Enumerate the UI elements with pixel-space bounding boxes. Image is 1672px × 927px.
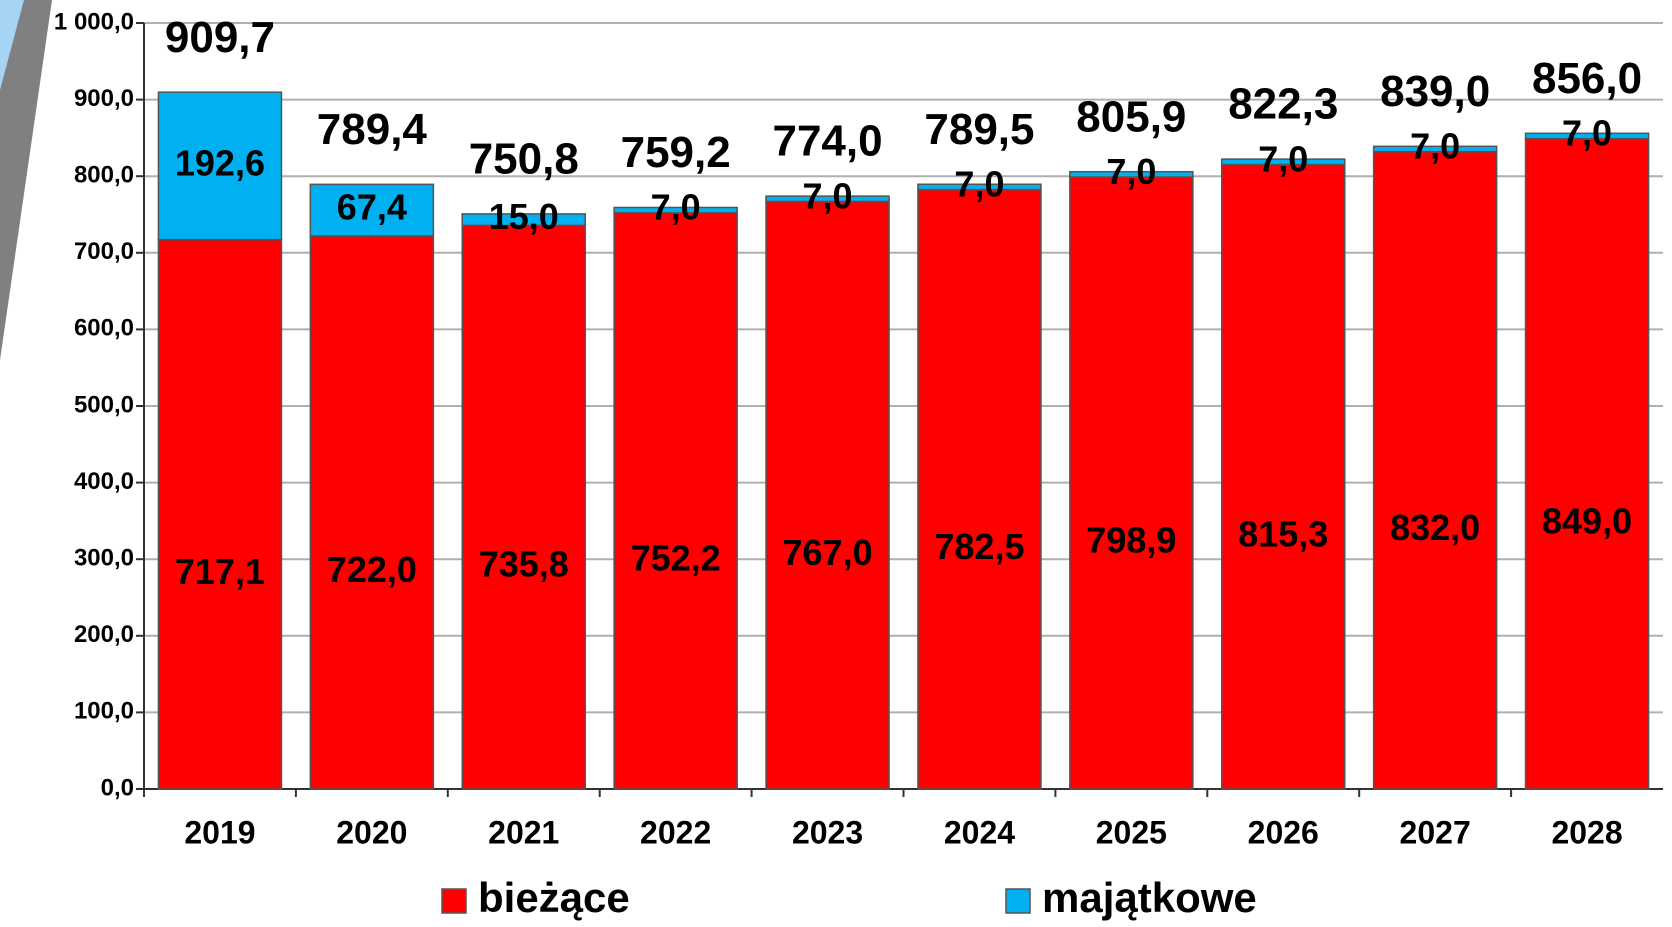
- total-label: 839,0: [1380, 67, 1490, 116]
- x-tick-label: 2026: [1248, 814, 1319, 850]
- legend-swatch: [441, 888, 467, 914]
- bar-segment: [1372, 150, 1498, 790]
- total-label: 774,0: [772, 117, 882, 166]
- data-label: 798,9: [1086, 520, 1176, 561]
- total-label: 759,2: [621, 128, 731, 177]
- data-label: 7,0: [1106, 151, 1156, 192]
- y-tick-label: 0,0: [101, 774, 134, 801]
- data-label: 192,6: [175, 142, 265, 183]
- total-label: 856,0: [1532, 54, 1642, 103]
- y-tick-label: 700,0: [74, 238, 134, 265]
- bar-segment: [461, 224, 587, 790]
- y-tick-label: 800,0: [74, 162, 134, 189]
- bar-segment: [765, 200, 890, 790]
- y-tick-label: 900,0: [74, 85, 134, 112]
- data-label: 67,4: [337, 187, 407, 228]
- data-label: 7,0: [954, 163, 1004, 204]
- y-tick-label: 1 000,0: [54, 8, 134, 35]
- total-label: 822,3: [1228, 80, 1338, 129]
- bar-segment: [1524, 137, 1650, 790]
- decoration: [0, 0, 52, 360]
- bar-segment: [157, 91, 283, 241]
- bar-segment: [613, 212, 738, 790]
- bar-segment: [1524, 132, 1650, 140]
- data-label: 767,0: [783, 532, 873, 573]
- bar-segment: [917, 188, 1042, 790]
- total-label: 789,5: [924, 105, 1034, 154]
- bar-segment: [309, 235, 435, 790]
- bar-segment: [461, 213, 587, 227]
- x-tick-label: 2020: [336, 814, 407, 850]
- legend-label: majątkowe: [1042, 874, 1257, 921]
- decoration: [0, 0, 24, 90]
- y-tick-label: 400,0: [74, 468, 134, 495]
- bar-segment: [1069, 170, 1194, 178]
- y-tick-label: 500,0: [74, 391, 134, 418]
- bar-segment: [917, 183, 1042, 191]
- total-label: 789,4: [317, 105, 428, 154]
- bar-segment: [765, 195, 890, 203]
- y-tick-label: 100,0: [74, 698, 134, 725]
- total-label: 909,7: [165, 13, 275, 62]
- x-tick-label: 2019: [184, 814, 255, 850]
- data-label: 7,0: [1258, 138, 1308, 179]
- x-tick-label: 2023: [792, 814, 863, 850]
- x-tick-label: 2025: [1096, 814, 1167, 850]
- data-label: 832,0: [1390, 507, 1480, 548]
- y-tick-label: 600,0: [74, 315, 134, 342]
- legend-label: bieżące: [478, 874, 630, 921]
- data-label: 7,0: [651, 187, 701, 228]
- bar-segment: [1220, 163, 1346, 790]
- y-tick-label: 200,0: [74, 621, 134, 648]
- total-label: 750,8: [469, 135, 579, 184]
- x-tick-label: 2021: [488, 814, 559, 850]
- data-label: 15,0: [489, 196, 559, 237]
- x-tick-label: 2028: [1551, 814, 1622, 850]
- x-tick-label: 2022: [640, 814, 711, 850]
- bar-segment: [1069, 176, 1194, 790]
- bar-segment: [613, 206, 738, 214]
- data-label: 782,5: [934, 526, 1024, 567]
- bar-segment: [1372, 145, 1498, 153]
- data-label: 815,3: [1238, 513, 1328, 554]
- total-label: 805,9: [1076, 92, 1186, 141]
- data-label: 7,0: [1562, 113, 1612, 154]
- data-label: 7,0: [1410, 126, 1460, 167]
- data-label: 722,0: [327, 549, 417, 590]
- data-label: 849,0: [1542, 500, 1632, 541]
- bar-segment: [1220, 158, 1346, 166]
- data-label: 717,1: [175, 551, 265, 592]
- bar-segment: [309, 183, 435, 237]
- data-label: 7,0: [803, 175, 853, 216]
- data-label: 735,8: [479, 544, 569, 585]
- data-label: 752,2: [631, 537, 721, 578]
- y-tick-label: 300,0: [74, 545, 134, 572]
- x-tick-label: 2027: [1400, 814, 1471, 850]
- x-tick-label: 2024: [944, 814, 1015, 850]
- bar-segment: [157, 238, 283, 790]
- legend-swatch: [1005, 888, 1031, 914]
